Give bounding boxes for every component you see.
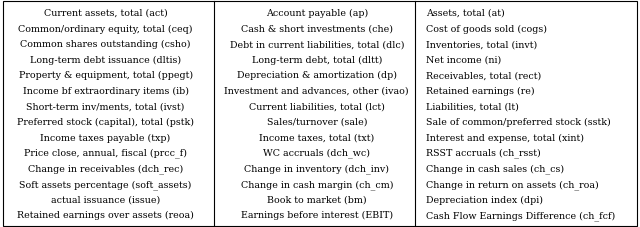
Text: Sale of common/preferred stock (sstk): Sale of common/preferred stock (sstk) (426, 118, 611, 127)
Text: Investment and advances, other (ivao): Investment and advances, other (ivao) (225, 87, 409, 96)
Text: Preferred stock (capital), total (pstk): Preferred stock (capital), total (pstk) (17, 118, 194, 127)
Text: Book to market (bm): Book to market (bm) (267, 196, 367, 205)
Text: Income taxes payable (txp): Income taxes payable (txp) (40, 133, 171, 143)
Text: Earnings before interest (EBIT): Earnings before interest (EBIT) (241, 211, 393, 220)
Text: Price close, annual, fiscal (prcc_f): Price close, annual, fiscal (prcc_f) (24, 149, 187, 158)
Text: Sales/turnover (sale): Sales/turnover (sale) (266, 118, 367, 127)
Text: RSST accruals (ch_rsst): RSST accruals (ch_rsst) (426, 149, 540, 158)
Text: Change in receivables (dch_rec): Change in receivables (dch_rec) (28, 164, 183, 174)
Text: Interest and expense, total (xint): Interest and expense, total (xint) (426, 133, 584, 143)
Text: Liabilities, total (lt): Liabilities, total (lt) (426, 102, 518, 111)
Text: Retained earnings (re): Retained earnings (re) (426, 87, 534, 96)
Text: Common/ordinary equity, total (ceq): Common/ordinary equity, total (ceq) (19, 25, 193, 34)
Text: Common shares outstanding (csho): Common shares outstanding (csho) (20, 40, 191, 49)
Text: Property & equipment, total (ppegt): Property & equipment, total (ppegt) (19, 71, 193, 80)
Text: Retained earnings over assets (reoa): Retained earnings over assets (reoa) (17, 211, 194, 220)
Text: Debt in current liabilities, total (dlc): Debt in current liabilities, total (dlc) (230, 40, 404, 49)
Text: Income bf extraordinary items (ib): Income bf extraordinary items (ib) (22, 87, 189, 96)
Text: Net income (ni): Net income (ni) (426, 56, 501, 65)
Text: Inventories, total (invt): Inventories, total (invt) (426, 40, 537, 49)
Text: Receivables, total (rect): Receivables, total (rect) (426, 71, 541, 80)
Text: Depreciation & amortization (dp): Depreciation & amortization (dp) (237, 71, 397, 80)
Text: Cost of goods sold (cogs): Cost of goods sold (cogs) (426, 25, 547, 34)
Text: Long-term debt, total (dltt): Long-term debt, total (dltt) (252, 56, 382, 65)
Text: Change in return on assets (ch_roa): Change in return on assets (ch_roa) (426, 180, 598, 190)
Text: Change in cash margin (ch_cm): Change in cash margin (ch_cm) (241, 180, 393, 190)
Text: Long-term debt issuance (dltis): Long-term debt issuance (dltis) (30, 56, 181, 65)
Text: Soft assets percentage (soft_assets): Soft assets percentage (soft_assets) (19, 180, 192, 190)
Text: Cash & short investments (che): Cash & short investments (che) (241, 25, 393, 34)
Text: actual issuance (issue): actual issuance (issue) (51, 196, 160, 205)
Text: Assets, total (at): Assets, total (at) (426, 9, 504, 18)
Text: Current assets, total (act): Current assets, total (act) (44, 9, 168, 18)
Text: Short-term inv/ments, total (ivst): Short-term inv/ments, total (ivst) (26, 102, 185, 111)
Text: Cash Flow Earnings Difference (ch_fcf): Cash Flow Earnings Difference (ch_fcf) (426, 211, 615, 221)
Text: Change in cash sales (ch_cs): Change in cash sales (ch_cs) (426, 164, 564, 174)
Text: Depreciation index (dpi): Depreciation index (dpi) (426, 196, 543, 205)
Text: WC accruals (dch_wc): WC accruals (dch_wc) (263, 149, 371, 158)
Text: Account payable (ap): Account payable (ap) (266, 9, 368, 18)
Text: Change in inventory (dch_inv): Change in inventory (dch_inv) (244, 164, 389, 174)
Text: Current liabilities, total (lct): Current liabilities, total (lct) (249, 102, 385, 111)
Text: Income taxes, total (txt): Income taxes, total (txt) (259, 133, 374, 143)
